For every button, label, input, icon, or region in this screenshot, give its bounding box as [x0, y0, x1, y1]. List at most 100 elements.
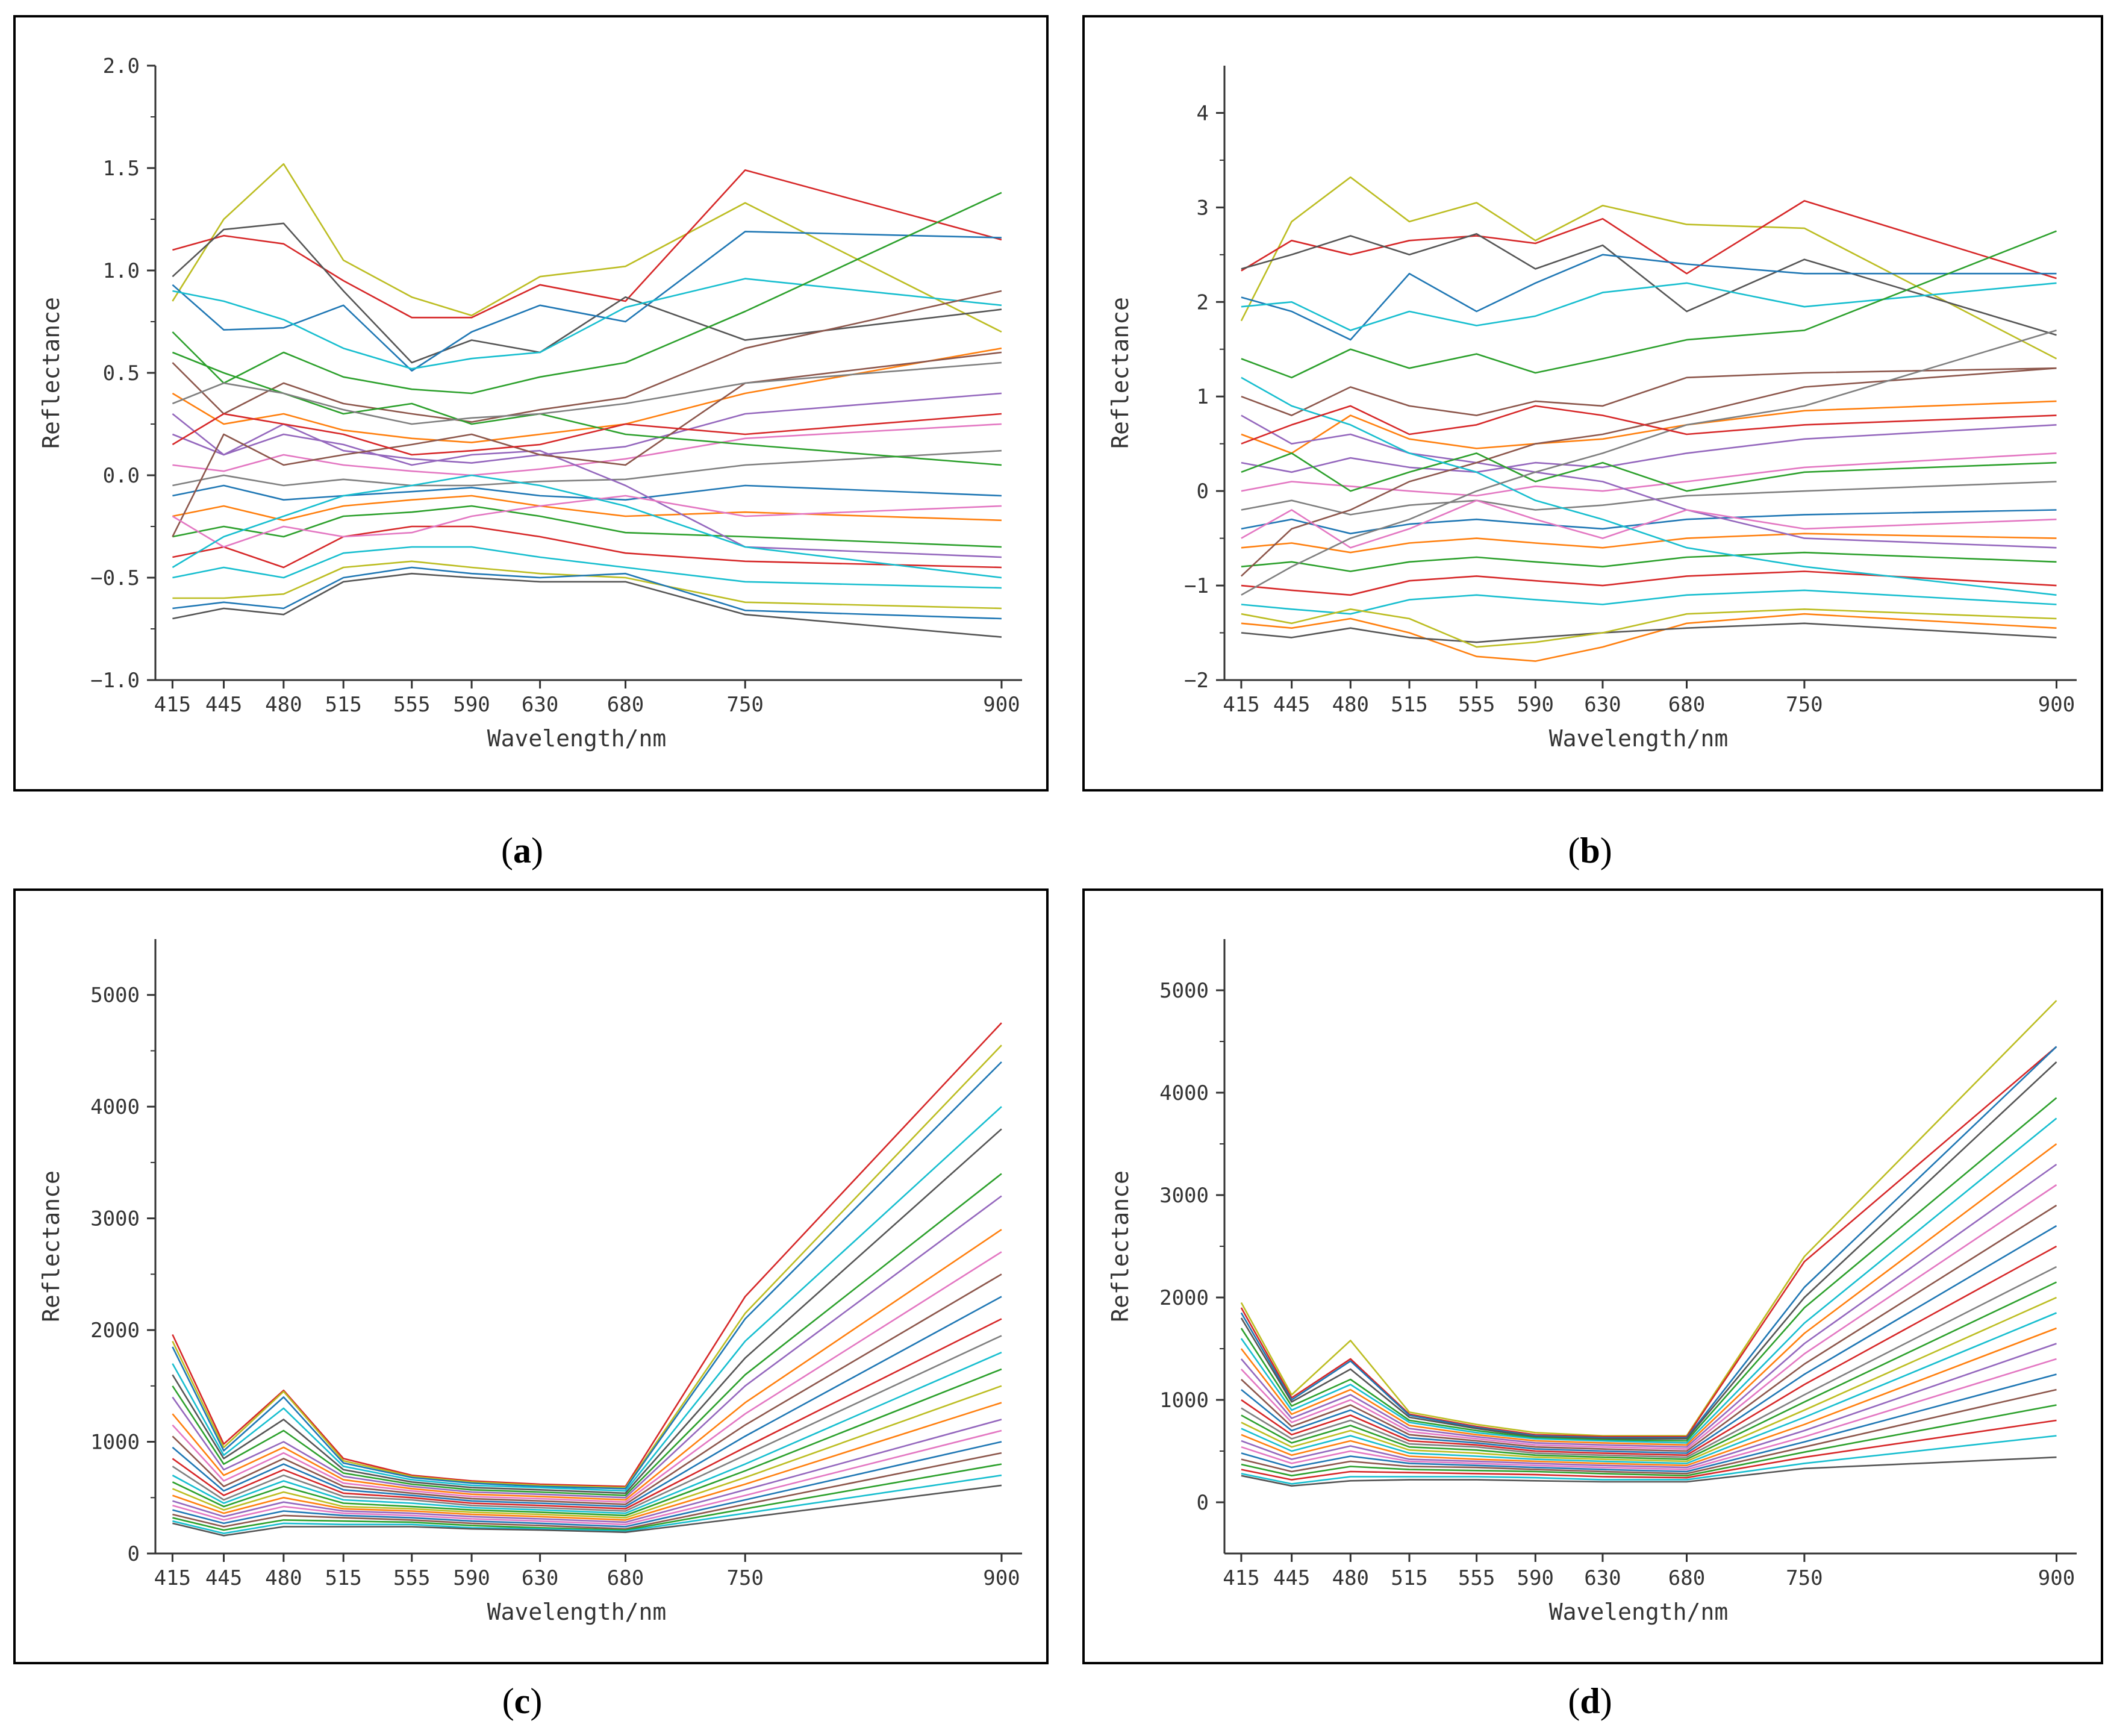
- series-line-2: [1241, 200, 2057, 279]
- x-tick-label: 515: [1391, 693, 1427, 717]
- series-line-20: [172, 1441, 1002, 1528]
- series-line-7: [172, 1195, 1002, 1499]
- x-tick-label: 630: [522, 1566, 558, 1590]
- x-tick-label: 750: [1786, 1566, 1823, 1590]
- series-line-22: [172, 1463, 1002, 1531]
- caption-a: (a): [501, 831, 543, 870]
- series-line-7: [1240, 1143, 2057, 1446]
- x-tick-label: 515: [1391, 1566, 1427, 1590]
- series-line-4: [1240, 1061, 2057, 1440]
- x-tick-label: 590: [453, 1566, 490, 1590]
- series-line-19: [172, 1429, 1002, 1526]
- x-tick-label: 900: [2038, 1566, 2075, 1590]
- series-line-17: [172, 560, 1002, 610]
- series-line-16: [1241, 589, 2057, 615]
- x-tick-label: 900: [2038, 693, 2075, 717]
- series-line-5: [1240, 1097, 2057, 1442]
- y-axis-label: Reflectance: [1107, 297, 1134, 449]
- x-tick-label: 445: [205, 1566, 242, 1590]
- series-line-8: [1241, 400, 2057, 454]
- series-line-23: [1241, 499, 2057, 549]
- series-line-15: [1241, 570, 2057, 596]
- series-line-21: [1241, 1388, 2057, 1475]
- y-tick-label: 3000: [1159, 1184, 1209, 1208]
- series-line-6: [1241, 230, 2057, 379]
- series-line-11: [172, 1296, 1002, 1508]
- x-tick-label: 480: [265, 693, 302, 717]
- x-tick-label: 750: [726, 693, 763, 717]
- series-line-1: [172, 1022, 1002, 1488]
- series-line-22: [1241, 1404, 2057, 1477]
- chart-c-svg: 0 1000 2000 3000 4000 5000 415 445 480 515 555 590 6…: [38, 939, 1022, 1625]
- x-axis-label: Wavelength/nm: [1549, 1599, 1728, 1625]
- series-line-14: [1241, 551, 2057, 572]
- series-line-18: [172, 1419, 1002, 1523]
- series-line-26: [172, 361, 1002, 425]
- y-tick-label: 3000: [90, 1207, 140, 1231]
- series-line-23: [172, 1474, 1002, 1534]
- y-tick-label: 1000: [90, 1431, 140, 1455]
- series-line-17: [172, 1402, 1002, 1521]
- series-line-10: [1241, 1204, 2057, 1452]
- chart-d-svg: 0 1000 2000 3000 4000 5000 415 445 480 515 555 590 6…: [1107, 939, 2077, 1625]
- series-line-5: [172, 1128, 1002, 1494]
- series-line-13: [1241, 1266, 2057, 1458]
- series-line-20: [172, 413, 1002, 558]
- y-tick-label: −1.0: [90, 669, 140, 693]
- series-line-20: [1241, 1373, 2057, 1473]
- x-tick-label: 415: [1223, 693, 1259, 717]
- chart-panel-a: −1.0 −0.5 0.0 0.5 1.0 1.5 2.0 415 445 480 515 555 59…: [13, 15, 1049, 792]
- series-line-4: [1241, 254, 2057, 341]
- series-line-4: [172, 1106, 1002, 1492]
- series-line-15: [1241, 1296, 2057, 1463]
- series-line-12: [172, 484, 1002, 501]
- series-line-16: [172, 1385, 1002, 1519]
- series-line-24: [1241, 1435, 2057, 1485]
- chart-panel-c: 0 1000 2000 3000 4000 5000 415 445 480 515 555 590 6…: [13, 888, 1049, 1664]
- y-tick-label: 2: [1197, 290, 1209, 314]
- series-line-19: [1241, 1358, 2057, 1470]
- caption-c: (c): [502, 1681, 543, 1721]
- series-line-24: [172, 413, 1002, 456]
- x-tick-label: 590: [453, 693, 490, 717]
- series-line-5: [172, 278, 1002, 370]
- y-tick-label: 0: [1197, 1491, 1209, 1515]
- x-tick-label: 680: [607, 1566, 644, 1590]
- x-tick-label: 680: [1668, 1566, 1705, 1590]
- series-line-21: [172, 351, 1002, 537]
- series-line-14: [1241, 1281, 2057, 1460]
- series-line-24: [172, 1484, 1002, 1537]
- y-tick-label: −0.5: [90, 566, 140, 590]
- series-line-18: [172, 572, 1002, 638]
- series-line-21: [172, 1452, 1002, 1530]
- x-tick-label: 415: [154, 1566, 191, 1590]
- y-tick-label: 1: [1197, 385, 1209, 409]
- series-line-25: [1241, 329, 2057, 596]
- series-line-9: [1240, 1184, 2057, 1450]
- x-tick-label: 680: [1668, 693, 1705, 717]
- series-line-1: [1240, 176, 2057, 360]
- x-axis-label: Wavelength/nm: [487, 1599, 666, 1625]
- x-tick-label: 480: [1332, 693, 1369, 717]
- series-line-6: [172, 192, 1002, 395]
- y-tick-label: 4000: [1159, 1081, 1209, 1105]
- series-line-19: [172, 566, 1002, 620]
- series-line-8: [172, 1229, 1002, 1501]
- series-line-12: [1241, 509, 2057, 535]
- series-line-22: [172, 351, 1002, 466]
- y-tick-label: 2000: [1159, 1286, 1209, 1310]
- x-tick-label: 680: [607, 693, 644, 717]
- series-line-10: [172, 1273, 1002, 1505]
- series-line-5: [1241, 282, 2057, 331]
- x-tick-label: 630: [1584, 1566, 1621, 1590]
- series-line-25: [172, 474, 1002, 579]
- series-line-16: [1241, 1312, 2057, 1464]
- series-line-13: [172, 495, 1002, 522]
- x-tick-label: 590: [1517, 693, 1554, 717]
- x-tick-label: 630: [1584, 693, 1621, 717]
- y-axis-label: Reflectance: [38, 297, 64, 449]
- chart-panel-d: 0 1000 2000 3000 4000 5000 415 445 480 515 555 590 6…: [1082, 888, 2103, 1664]
- y-axis-label: Reflectance: [38, 1170, 64, 1322]
- series-line-8: [172, 347, 1002, 443]
- x-tick-label: 750: [1786, 693, 1823, 717]
